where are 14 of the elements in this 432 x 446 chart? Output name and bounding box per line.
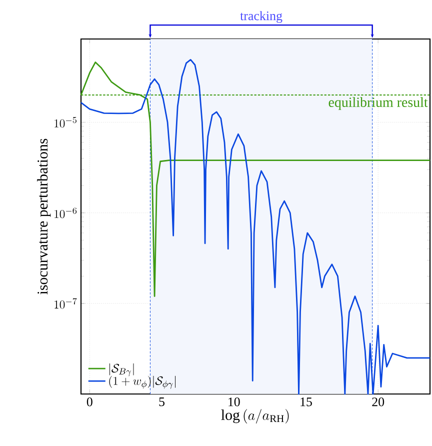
x-tick-label: 15 [300,398,312,406]
x-axis-title: $\log\left(a/a_{\mathrm{RH}}\right)$ [221,409,289,424]
x-tick-label: 5 [159,398,164,406]
y-tick-label: $10^{-7}$ [54,298,77,309]
band-label: tracking [240,11,282,23]
ref-line-label: equilibrium result [328,97,428,110]
legend-label: $(1+w_{\phi})|\mathcal{S}_{\phi\gamma}|$ [109,376,176,389]
y-tick-label: $10^{-6}$ [54,208,77,218]
y-tick-label: $10^{-5}$ [54,117,77,128]
y-axis-title: isocurvature perturbations [37,138,51,294]
x-tick-label: 10 [228,398,240,406]
legend-label: $|\mathcal{S}_{B\gamma}|$ [109,363,134,376]
x-tick-label: 20 [372,398,384,406]
x-tick-label: 0 [86,398,92,406]
